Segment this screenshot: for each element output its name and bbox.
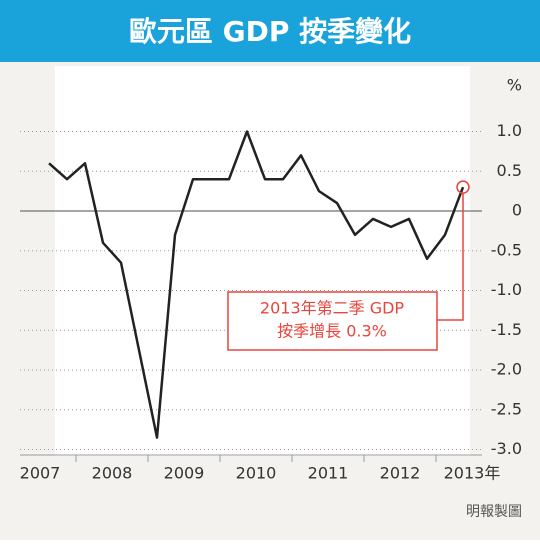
- x-tick-label: 2007: [20, 464, 61, 483]
- x-tick-label: 2013年: [444, 464, 501, 483]
- annotation-text: 2013年第二季 GDP: [260, 299, 405, 318]
- plot-area: [55, 66, 470, 456]
- y-tick-label: -2.5: [491, 399, 522, 418]
- annotation-box: [227, 291, 438, 351]
- title-bar: [0, 0, 540, 62]
- y-tick-label: 0.5: [497, 161, 522, 180]
- source: 明報製圖: [466, 504, 522, 520]
- x-tick-label: 2012: [380, 464, 421, 483]
- y-tick-label: 0: [512, 201, 522, 220]
- y-tick-label: -2.0: [491, 360, 522, 379]
- y-tick-label: -0.5: [491, 240, 522, 259]
- y-unit: %: [507, 76, 522, 95]
- x-tick-label: 2010: [236, 464, 277, 483]
- x-tick-label: 2008: [92, 464, 133, 483]
- y-tick-label: -3.0: [491, 439, 522, 458]
- annotation-connector: [437, 193, 464, 321]
- y-tick-label: -1.5: [491, 320, 522, 339]
- line: [48, 130, 465, 439]
- x-tick-label: 2011: [308, 464, 349, 483]
- chart-title: 歐元區 GDP 按季變化: [129, 15, 411, 48]
- y-tick-label: 1.0: [497, 121, 522, 140]
- y-tick-label: -1.0: [491, 280, 522, 299]
- annotation-text: 按季增長 0.3%: [277, 322, 387, 341]
- x-tick-label: 2009: [164, 464, 205, 483]
